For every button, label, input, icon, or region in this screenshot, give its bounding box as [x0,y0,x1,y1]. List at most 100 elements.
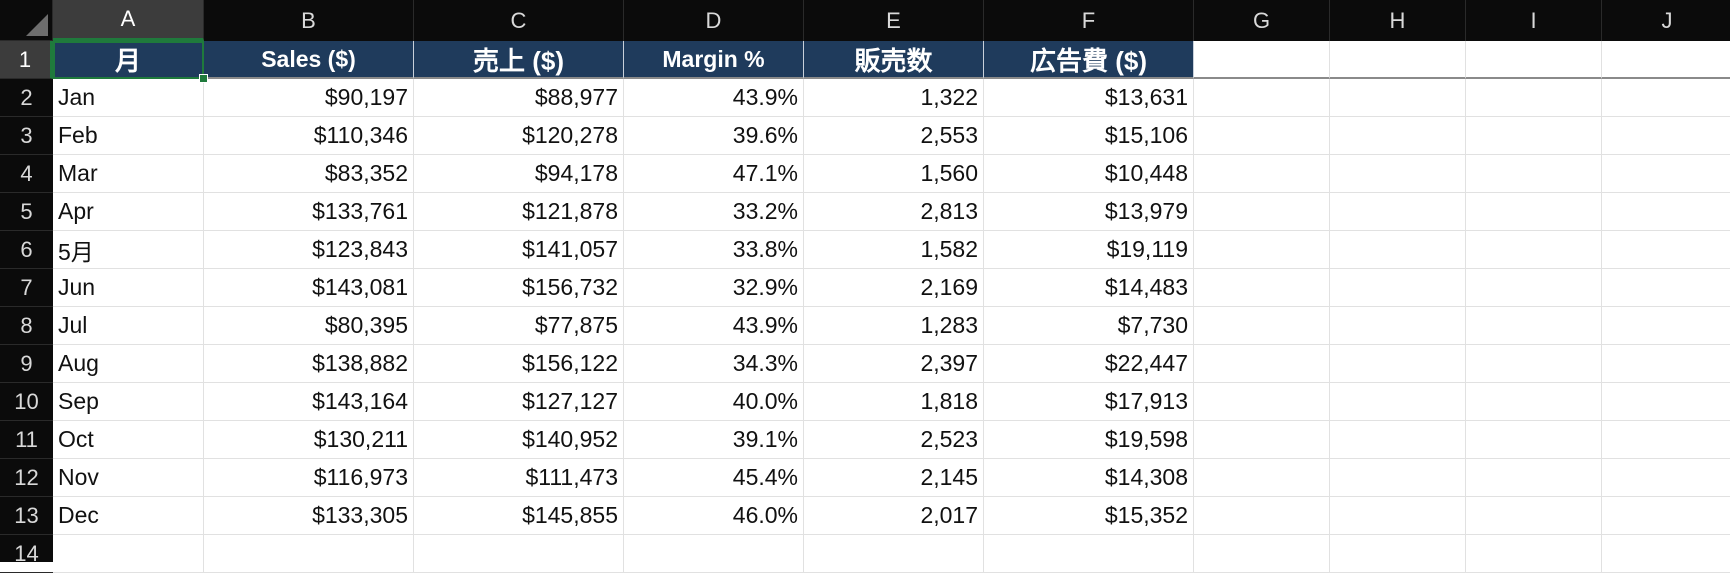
cell-a14[interactable] [53,535,204,573]
cell-a13[interactable]: Dec [53,497,204,535]
cell-j10[interactable] [1602,383,1730,421]
cell-e8[interactable]: 1,283 [804,307,984,345]
cell-b8[interactable]: $80,395 [204,307,414,345]
cell-e14[interactable] [804,535,984,573]
cell-f5[interactable]: $13,979 [984,193,1194,231]
cell-a5[interactable]: Apr [53,193,204,231]
cell-d7[interactable]: 32.9% [624,269,804,307]
cell-h10[interactable] [1330,383,1466,421]
cell-h5[interactable] [1330,193,1466,231]
cell-i6[interactable] [1466,231,1602,269]
cell-e7[interactable]: 2,169 [804,269,984,307]
row-header-13[interactable]: 13 [0,497,53,535]
cell-h8[interactable] [1330,307,1466,345]
column-header-d[interactable]: D [624,0,804,41]
cell-i11[interactable] [1466,421,1602,459]
cell-i5[interactable] [1466,193,1602,231]
row-header-6[interactable]: 6 [0,231,53,269]
column-header-i[interactable]: I [1466,0,1602,41]
cell-g5[interactable] [1194,193,1330,231]
cell-b5[interactable]: $133,761 [204,193,414,231]
cell-c3[interactable]: $120,278 [414,117,624,155]
cell-g8[interactable] [1194,307,1330,345]
cell-e11[interactable]: 2,523 [804,421,984,459]
cell-f7[interactable]: $14,483 [984,269,1194,307]
header-cell-b1[interactable]: Sales ($) [204,41,414,79]
cell-j5[interactable] [1602,193,1730,231]
cell-b6[interactable]: $123,843 [204,231,414,269]
cell-c2[interactable]: $88,977 [414,79,624,117]
cell-j7[interactable] [1602,269,1730,307]
cell-d9[interactable]: 34.3% [624,345,804,383]
cell-c7[interactable]: $156,732 [414,269,624,307]
cell-h12[interactable] [1330,459,1466,497]
row-header-2[interactable]: 2 [0,79,53,117]
row-header-8[interactable]: 8 [0,307,53,345]
cell-h14[interactable] [1330,535,1466,573]
cell-j12[interactable] [1602,459,1730,497]
cell-d3[interactable]: 39.6% [624,117,804,155]
cell-g2[interactable] [1194,79,1330,117]
cell-d4[interactable]: 47.1% [624,155,804,193]
select-all-corner[interactable] [0,0,53,41]
cell-d6[interactable]: 33.8% [624,231,804,269]
cell-a9[interactable]: Aug [53,345,204,383]
row-header-3[interactable]: 3 [0,117,53,155]
cell-e12[interactable]: 2,145 [804,459,984,497]
cell-c10[interactable]: $127,127 [414,383,624,421]
column-header-a[interactable]: A [53,0,204,41]
fill-handle[interactable] [199,74,208,83]
cell-a6[interactable]: 5月 [53,231,204,269]
cell-h1[interactable] [1330,41,1466,79]
cell-d2[interactable]: 43.9% [624,79,804,117]
column-header-h[interactable]: H [1330,0,1466,41]
row-header-1[interactable]: 1 [0,41,53,79]
cell-f3[interactable]: $15,106 [984,117,1194,155]
column-header-g[interactable]: G [1194,0,1330,41]
cell-i13[interactable] [1466,497,1602,535]
cell-i3[interactable] [1466,117,1602,155]
column-header-j[interactable]: J [1602,0,1730,41]
cell-c4[interactable]: $94,178 [414,155,624,193]
cell-f12[interactable]: $14,308 [984,459,1194,497]
cell-j3[interactable] [1602,117,1730,155]
cell-j9[interactable] [1602,345,1730,383]
header-cell-d1[interactable]: Margin % [624,41,804,79]
row-header-9[interactable]: 9 [0,345,53,383]
cell-a11[interactable]: Oct [53,421,204,459]
cell-e6[interactable]: 1,582 [804,231,984,269]
cell-j14[interactable] [1602,535,1730,573]
cell-c14[interactable] [414,535,624,573]
cell-b4[interactable]: $83,352 [204,155,414,193]
cell-c11[interactable]: $140,952 [414,421,624,459]
cell-g9[interactable] [1194,345,1330,383]
cell-f4[interactable]: $10,448 [984,155,1194,193]
cell-h3[interactable] [1330,117,1466,155]
cell-a4[interactable]: Mar [53,155,204,193]
column-header-e[interactable]: E [804,0,984,41]
cell-a2[interactable]: Jan [53,79,204,117]
cell-b11[interactable]: $130,211 [204,421,414,459]
cell-f2[interactable]: $13,631 [984,79,1194,117]
cell-j6[interactable] [1602,231,1730,269]
cell-c12[interactable]: $111,473 [414,459,624,497]
cell-h13[interactable] [1330,497,1466,535]
cell-e9[interactable]: 2,397 [804,345,984,383]
cell-d13[interactable]: 46.0% [624,497,804,535]
header-cell-f1[interactable]: 広告費 ($) [984,41,1194,79]
cell-e10[interactable]: 1,818 [804,383,984,421]
cell-a7[interactable]: Jun [53,269,204,307]
cell-c6[interactable]: $141,057 [414,231,624,269]
row-header-14[interactable]: 14 [0,535,53,573]
cell-j1[interactable] [1602,41,1730,79]
cell-i7[interactable] [1466,269,1602,307]
cell-g6[interactable] [1194,231,1330,269]
row-header-10[interactable]: 10 [0,383,53,421]
cell-g4[interactable] [1194,155,1330,193]
cell-e13[interactable]: 2,017 [804,497,984,535]
cell-a3[interactable]: Feb [53,117,204,155]
cell-d14[interactable] [624,535,804,573]
cell-e4[interactable]: 1,560 [804,155,984,193]
cell-c13[interactable]: $145,855 [414,497,624,535]
row-header-5[interactable]: 5 [0,193,53,231]
